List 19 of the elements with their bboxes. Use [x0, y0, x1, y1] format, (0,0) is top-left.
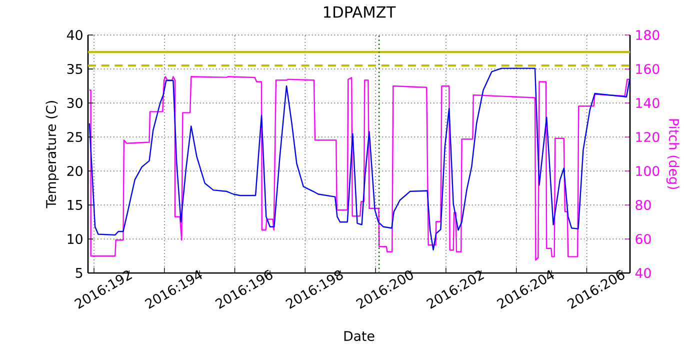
y2-tick-label: 60: [636, 234, 651, 244]
y2-tick-label: 100: [636, 166, 660, 176]
y-tick-label: 15: [68, 200, 82, 210]
y-tick-label: 40: [66, 30, 82, 40]
y-tick-label: 30: [67, 98, 82, 108]
y2-tick-label: 120: [636, 132, 660, 142]
chart-title: 1DPAMZT: [324, 6, 396, 18]
y2-tick-label: 140: [636, 98, 660, 108]
y-tick-label: 20: [67, 166, 82, 176]
x-axis-title: Date: [344, 331, 374, 342]
y-axis-title: Temperature (C): [46, 100, 59, 208]
y-tick-label: 35: [67, 64, 82, 74]
y2-tick-label: 80: [636, 200, 651, 210]
y-tick-label: 10: [68, 234, 82, 244]
y2-tick-label: 180: [636, 30, 660, 40]
y2-axis-title: Pitch (deg): [666, 119, 680, 189]
y-tick-label: 25: [67, 132, 82, 142]
y2-tick-label: 40: [635, 268, 651, 278]
y2-tick-label: 160: [636, 64, 660, 74]
